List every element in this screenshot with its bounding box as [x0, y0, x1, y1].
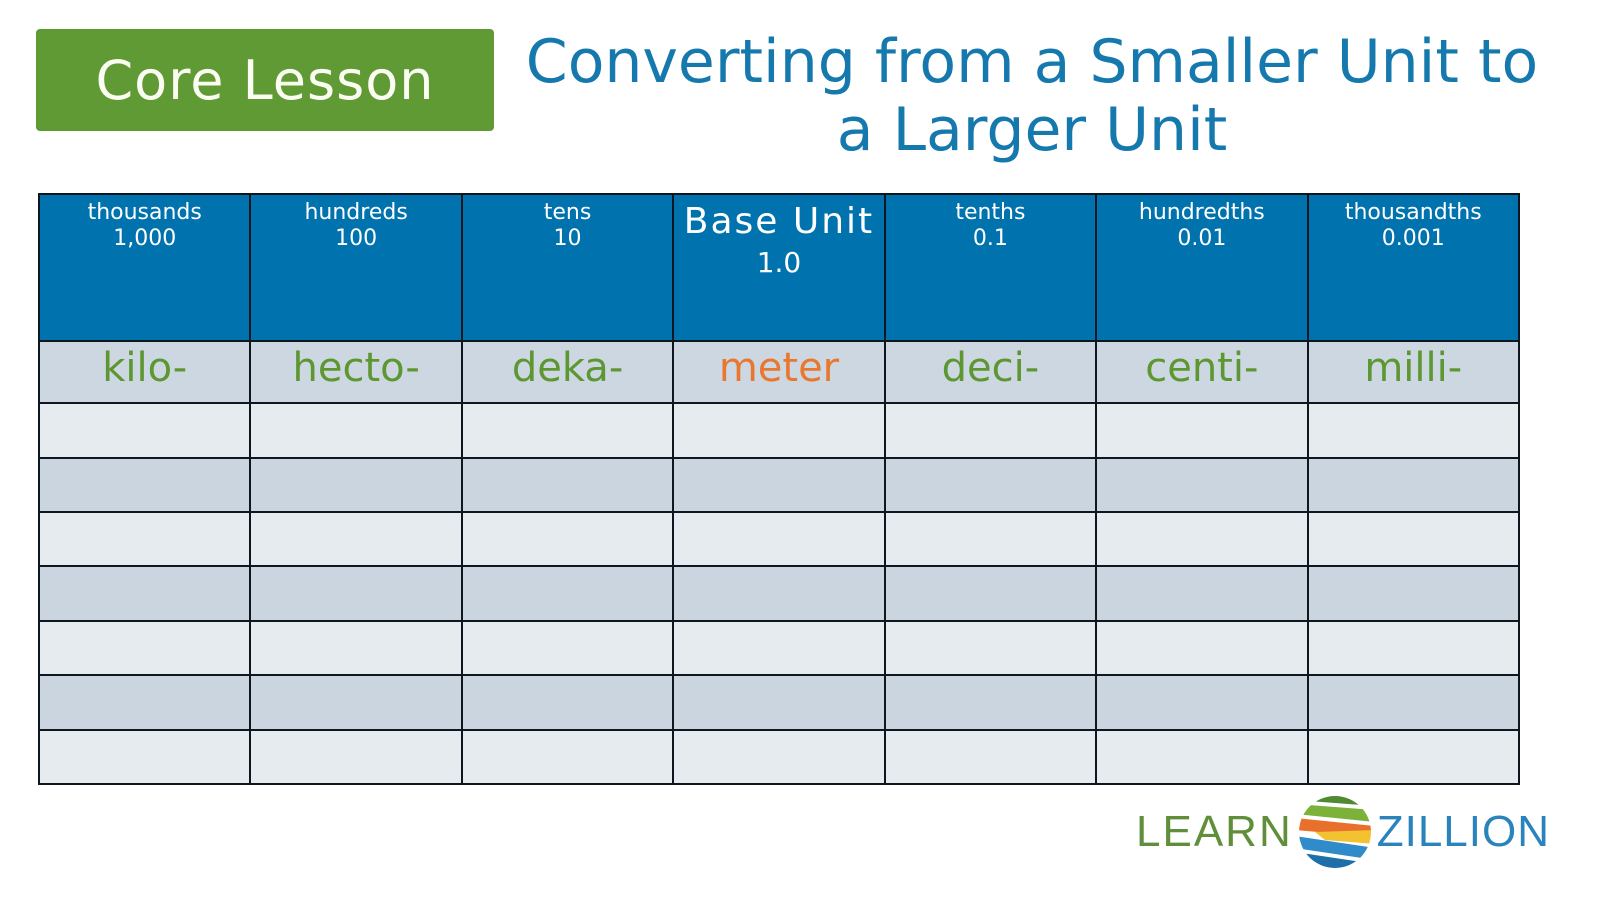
- empty-cell: [672, 619, 886, 677]
- empty-cell: [883, 565, 1098, 622]
- empty-cell: [1306, 619, 1521, 677]
- prefix-deci: deci-: [883, 339, 1098, 405]
- column-value: 0.01: [1177, 226, 1227, 251]
- empty-row: [37, 511, 1521, 568]
- column-value: 0.001: [1381, 226, 1445, 251]
- globe-stripes-icon: [1298, 796, 1371, 868]
- empty-cell: [1306, 674, 1521, 731]
- logo-text-zillion: ZILLION: [1376, 807, 1550, 856]
- prefix-kilo: kilo-: [37, 339, 252, 405]
- header-row: thousands 1,000 hundreds 100 tens 10 Bas…: [37, 193, 1521, 342]
- empty-cell: [1095, 456, 1309, 514]
- empty-cell: [37, 402, 252, 459]
- empty-cell: [460, 728, 675, 786]
- column-value: 100: [335, 226, 378, 251]
- core-lesson-badge: Core Lesson: [36, 29, 494, 131]
- empty-cell: [37, 728, 252, 786]
- title-line-1: Converting from a Smaller Unit to: [525, 27, 1539, 97]
- empty-cell: [249, 456, 463, 514]
- empty-cell: [883, 674, 1098, 731]
- empty-cell: [37, 674, 252, 731]
- empty-row: [37, 565, 1521, 622]
- empty-cell: [37, 456, 252, 514]
- empty-cell: [672, 565, 886, 622]
- empty-cell: [1095, 619, 1309, 677]
- empty-cell: [249, 565, 463, 622]
- header-thousandths: thousandths 0.001: [1306, 193, 1521, 342]
- header-thousands: thousands 1,000: [37, 193, 252, 342]
- empty-cell: [1306, 728, 1521, 786]
- empty-cell: [1095, 565, 1309, 622]
- empty-row: [37, 674, 1521, 731]
- column-value: 1.0: [756, 246, 802, 279]
- header-tens: tens 10: [460, 193, 675, 342]
- empty-cell: [1306, 511, 1521, 568]
- column-value: 10: [553, 226, 582, 251]
- empty-cell: [1306, 402, 1521, 459]
- badge-label: Core Lesson: [95, 48, 435, 112]
- empty-cell: [460, 456, 675, 514]
- prefix-milli: milli-: [1306, 339, 1521, 405]
- column-value: 1,000: [113, 226, 177, 251]
- empty-cell: [249, 728, 463, 786]
- empty-cell: [1095, 511, 1309, 568]
- empty-cell: [37, 565, 252, 622]
- empty-cell: [249, 402, 463, 459]
- prefix-centi: centi-: [1095, 339, 1309, 405]
- empty-cell: [672, 456, 886, 514]
- empty-cell: [460, 511, 675, 568]
- empty-cell: [460, 565, 675, 622]
- empty-cell: [249, 619, 463, 677]
- prefix-meter: meter: [672, 339, 886, 405]
- empty-cell: [672, 511, 886, 568]
- empty-cell: [37, 511, 252, 568]
- column-name: tens: [543, 200, 592, 225]
- empty-row: [37, 619, 1521, 677]
- empty-cell: [249, 511, 463, 568]
- column-name: thousandths: [1344, 200, 1482, 225]
- column-name: thousands: [87, 200, 202, 225]
- empty-cell: [460, 402, 675, 459]
- logo-text-learn: LEARN: [1136, 807, 1293, 856]
- empty-cell: [883, 402, 1098, 459]
- page-title: Converting from a Smaller Unit to a Larg…: [512, 28, 1552, 164]
- empty-cell: [883, 511, 1098, 568]
- empty-cell: [1306, 456, 1521, 514]
- header-tenths: tenths 0.1: [883, 193, 1098, 342]
- empty-cell: [883, 728, 1098, 786]
- header-base-unit: Base Unit 1.0: [672, 193, 886, 342]
- empty-cell: [883, 456, 1098, 514]
- metric-place-value-chart: thousands 1,000 hundreds 100 tens 10 Bas…: [37, 193, 1521, 786]
- empty-cell: [1095, 674, 1309, 731]
- empty-cell: [672, 674, 886, 731]
- header-hundreds: hundreds 100: [249, 193, 463, 342]
- prefix-deka: deka-: [460, 339, 675, 405]
- header-hundredths: hundredths 0.01: [1095, 193, 1309, 342]
- empty-cell: [1095, 728, 1309, 786]
- column-name: hundreds: [304, 200, 408, 225]
- column-name: hundredths: [1138, 200, 1265, 225]
- learnzillion-logo: LEARN ZILLION: [1136, 792, 1550, 872]
- column-value: 0.1: [972, 226, 1008, 251]
- empty-cell: [672, 728, 886, 786]
- empty-row: [37, 456, 1521, 514]
- column-name: Base Unit: [683, 201, 875, 242]
- prefix-row: kilo- hecto- deka- meter deci- centi- mi…: [37, 339, 1521, 405]
- prefix-hecto: hecto-: [249, 339, 463, 405]
- empty-cell: [460, 674, 675, 731]
- empty-row: [37, 728, 1521, 786]
- empty-cell: [672, 402, 886, 459]
- title-line-2: a Larger Unit: [836, 95, 1228, 165]
- empty-cell: [883, 619, 1098, 677]
- column-name: tenths: [955, 200, 1026, 225]
- empty-cell: [37, 619, 252, 677]
- empty-row: [37, 402, 1521, 459]
- empty-cell: [460, 619, 675, 677]
- empty-cell: [1095, 402, 1309, 459]
- empty-cell: [249, 674, 463, 731]
- empty-cell: [1306, 565, 1521, 622]
